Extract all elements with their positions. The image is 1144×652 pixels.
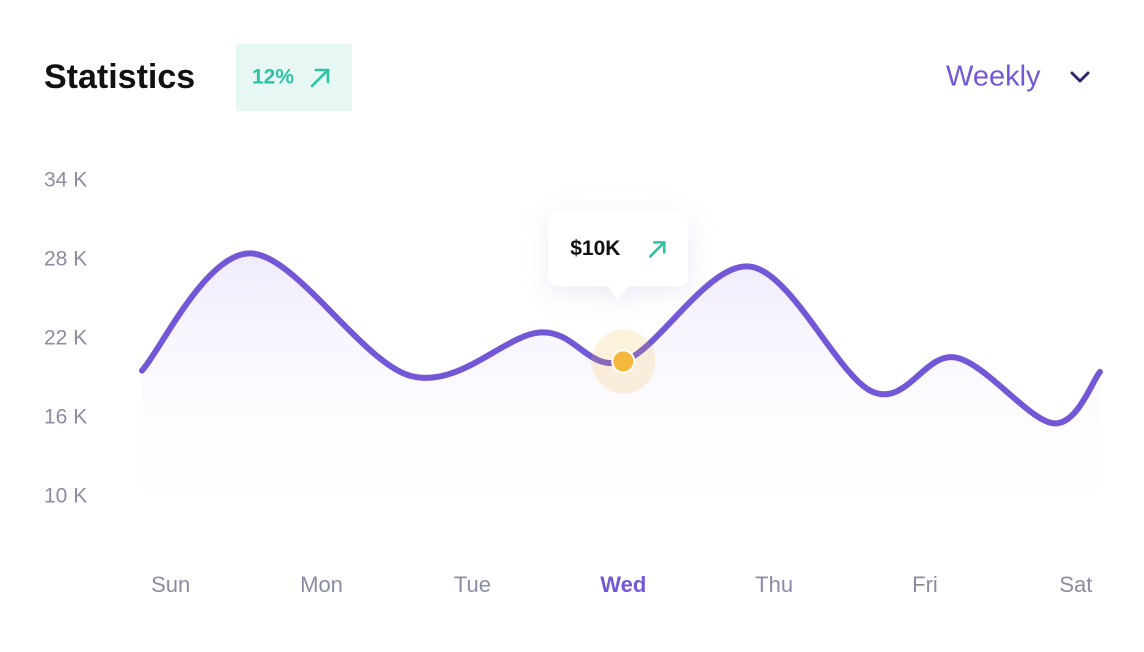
badge (236, 44, 352, 111)
dropdown-chevron[interactable] (1070, 71, 1090, 83)
title: Statistics (44, 58, 195, 96)
y-tick-label: 22 K (44, 327, 87, 350)
line (139, 250, 1103, 427)
y-tick-label: 34 K (44, 169, 87, 192)
y-tick-label: 16 K (44, 406, 87, 429)
x-tick-label: Mon (300, 572, 343, 597)
badge-arrow (310, 68, 330, 88)
x-tick-label: Sun (151, 572, 190, 597)
period-select[interactable]: Weekly (946, 61, 1041, 93)
badge-text: 12% (252, 66, 294, 89)
x-tick-label: Sat (1059, 572, 1092, 597)
highlight-point (611, 349, 636, 374)
x-tick-label: Wed (600, 572, 646, 597)
y-tick-label: 10 K (44, 485, 87, 508)
area (142, 253, 1100, 525)
tooltip-box (548, 211, 689, 301)
y-tick-label: 28 K (44, 248, 87, 271)
tooltip-text: $10K (570, 237, 620, 260)
plot: 34 K 28 K 22 K 16 K 10 K Sun Mon Tue Wed Thu Fri Sa… (44, 169, 1103, 597)
x-tick-label: Tue (454, 572, 491, 597)
x-tick-label: Fri (912, 572, 938, 597)
tooltip-arrow (648, 241, 666, 258)
x-tick-label: Thu (755, 572, 793, 597)
